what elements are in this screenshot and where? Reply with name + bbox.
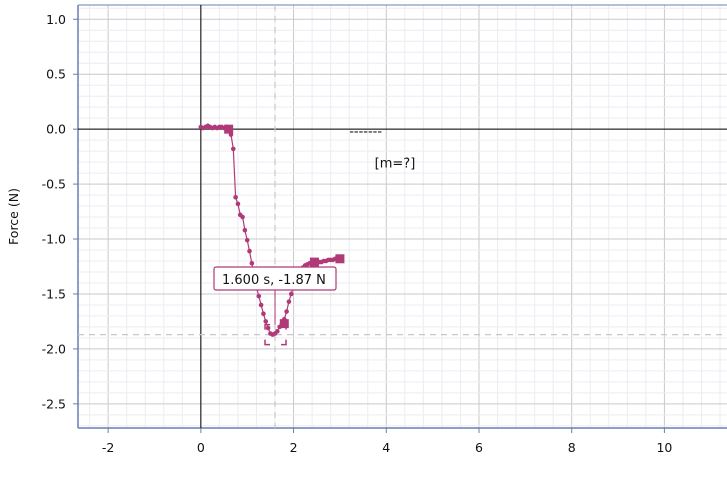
data-point xyxy=(284,309,289,314)
data-point xyxy=(256,293,262,299)
annotation-text: [m=?] xyxy=(375,157,416,172)
y-tick-label: 1.0 xyxy=(46,12,66,27)
y-tick-label: -2.5 xyxy=(42,396,66,411)
x-tick-label: 10 xyxy=(656,440,672,455)
data-tooltip: 1.600 s, -1.87 N xyxy=(213,266,337,325)
cursor-bracket xyxy=(264,339,271,346)
crosshair-cursor xyxy=(78,5,727,428)
data-point xyxy=(242,227,248,233)
data-point xyxy=(263,319,269,324)
y-tick-label: 0.5 xyxy=(46,67,66,82)
data-point xyxy=(249,260,255,266)
data-point xyxy=(286,299,292,304)
data-marker xyxy=(309,257,319,267)
cursor-bracket xyxy=(264,323,271,330)
data-point xyxy=(240,214,245,220)
data-marker xyxy=(279,319,289,329)
axes xyxy=(73,4,727,433)
x-tick-label: 8 xyxy=(568,440,576,455)
y-tick-label: 0.0 xyxy=(46,122,66,137)
y-tick-label: -1.5 xyxy=(42,286,66,301)
data-point xyxy=(261,311,266,317)
annotation-text: ------- xyxy=(349,125,382,140)
data-point xyxy=(275,329,280,334)
annotations: ------- [m=?] xyxy=(349,125,415,172)
y-tick-label: -1.0 xyxy=(42,232,66,247)
data-marker xyxy=(224,124,234,134)
tick-labels: -2 0 2 4 6 8 10 1.0 0.5 0.0 -0.5 -1.0 -1.5 -2.0 -2.5 xyxy=(42,12,673,455)
data-marker xyxy=(335,254,345,264)
data-point xyxy=(244,237,250,243)
data-point xyxy=(258,302,264,308)
data-point xyxy=(288,291,294,297)
series-line xyxy=(200,125,341,336)
y-axis-title: Force (N) xyxy=(6,188,21,245)
x-tick-label: 2 xyxy=(290,440,298,455)
data-point xyxy=(235,201,241,207)
cursor-bracket xyxy=(281,339,287,346)
x-tick-label: 6 xyxy=(475,440,483,455)
x-tick-label: -2 xyxy=(102,440,114,455)
y-tick-label: -2.0 xyxy=(42,341,66,356)
x-tick-label: 4 xyxy=(382,440,390,455)
data-point xyxy=(233,194,238,200)
data-point xyxy=(265,325,271,331)
data-point xyxy=(230,146,236,152)
x-tick-label: 0 xyxy=(197,440,205,455)
y-tick-label: -0.5 xyxy=(42,177,66,192)
tooltip-label: 1.600 s, -1.87 N xyxy=(222,273,326,288)
data-point xyxy=(247,248,252,254)
grid xyxy=(78,5,727,428)
